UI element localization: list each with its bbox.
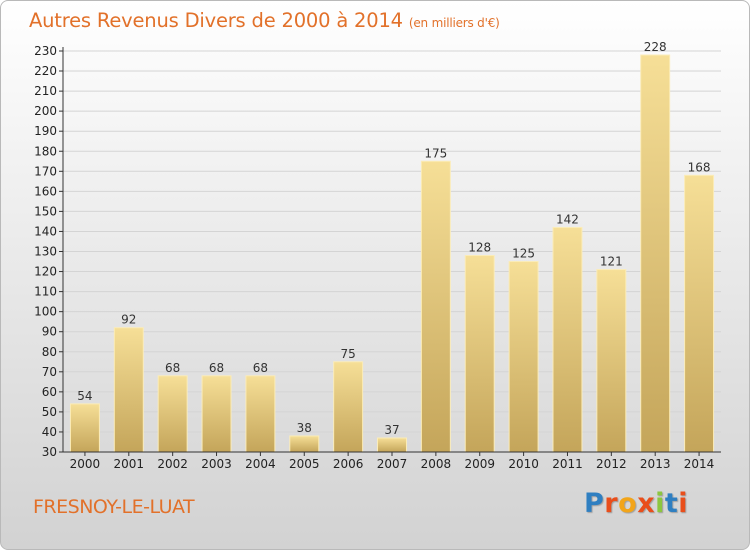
y-tick-label: 160 <box>34 184 57 198</box>
x-tick-label-2013: 2013 <box>640 457 671 471</box>
x-tick-label-2008: 2008 <box>421 457 452 471</box>
y-tick-label: 90 <box>42 325 57 339</box>
data-label-2008: 175 <box>424 146 447 160</box>
data-label-2002: 68 <box>165 361 180 375</box>
y-tick-label: 120 <box>34 265 57 279</box>
bar-2014 <box>684 174 715 453</box>
y-tick-label: 210 <box>34 84 57 98</box>
y-tick-label: 140 <box>34 224 57 238</box>
bar-2013 <box>640 54 671 453</box>
x-tick-label-2006: 2006 <box>333 457 364 471</box>
y-tick-label: 110 <box>34 285 57 299</box>
bar-2010 <box>508 261 539 453</box>
chart-title-text: Autres Revenus Divers de 2000 à 2014 <box>29 9 403 32</box>
data-label-2010: 125 <box>512 247 535 261</box>
y-tick-label: 100 <box>34 305 57 319</box>
y-tick-label: 60 <box>42 385 57 399</box>
bar-2008 <box>420 160 451 453</box>
data-label-2012: 121 <box>600 255 623 269</box>
bar-2003 <box>201 375 232 453</box>
y-tick-label: 220 <box>34 64 57 78</box>
x-tick-label-2014: 2014 <box>684 457 715 471</box>
x-tick-label-2005: 2005 <box>289 457 320 471</box>
x-tick-label-2001: 2001 <box>114 457 145 471</box>
bar-2009 <box>464 255 495 453</box>
data-label-2013: 228 <box>644 40 667 54</box>
bar-2001 <box>113 327 144 453</box>
data-label-2009: 128 <box>468 241 491 255</box>
bar-2007 <box>377 437 407 453</box>
bar-2005 <box>289 435 320 453</box>
data-label-2000: 54 <box>77 389 92 403</box>
x-tick-label-2009: 2009 <box>464 457 495 471</box>
y-tick-label: 70 <box>42 365 57 379</box>
y-tick-label: 130 <box>34 245 57 259</box>
bar-2012 <box>596 269 627 453</box>
y-tick-label: 180 <box>34 144 57 158</box>
x-tick-label-2002: 2002 <box>157 457 188 471</box>
data-label-2003: 68 <box>209 361 224 375</box>
data-label-2006: 75 <box>340 347 355 361</box>
data-label-2011: 142 <box>556 212 579 226</box>
bar-2011 <box>552 226 583 453</box>
y-tick-label: 30 <box>42 445 57 459</box>
chart-title: Autres Revenus Divers de 2000 à 2014 (en … <box>29 9 500 32</box>
y-tick-label: 200 <box>34 104 57 118</box>
x-tick-label-2004: 2004 <box>245 457 276 471</box>
town-name: FRESNOY-LE-LUAT <box>33 496 195 518</box>
data-label-2001: 92 <box>121 313 136 327</box>
proxiti-logo: Proxiti <box>584 488 689 519</box>
data-label-2014: 168 <box>688 160 711 174</box>
x-tick-label-2000: 2000 <box>70 457 101 471</box>
y-tick-label: 230 <box>34 44 57 58</box>
y-tick-label: 190 <box>34 124 57 138</box>
chart-title-unit: (en milliers d'€) <box>408 16 500 30</box>
x-tick-label-2003: 2003 <box>201 457 232 471</box>
x-tick-label-2011: 2011 <box>552 457 583 471</box>
y-tick-label: 40 <box>42 425 57 439</box>
y-tick-label: 170 <box>34 164 57 178</box>
data-label-2005: 38 <box>297 421 312 435</box>
x-tick-label-2007: 2007 <box>377 457 408 471</box>
bar-2000 <box>69 403 100 453</box>
x-tick-label-2010: 2010 <box>508 457 539 471</box>
y-tick-label: 80 <box>42 345 57 359</box>
bar-2006 <box>333 361 364 453</box>
data-label-2007: 37 <box>384 423 399 437</box>
bar-2004 <box>245 375 276 453</box>
data-label-2004: 68 <box>253 361 268 375</box>
bar-2002 <box>157 375 188 453</box>
y-tick-label: 50 <box>42 405 57 419</box>
x-tick-label-2012: 2012 <box>596 457 627 471</box>
y-tick-label: 150 <box>34 204 57 218</box>
